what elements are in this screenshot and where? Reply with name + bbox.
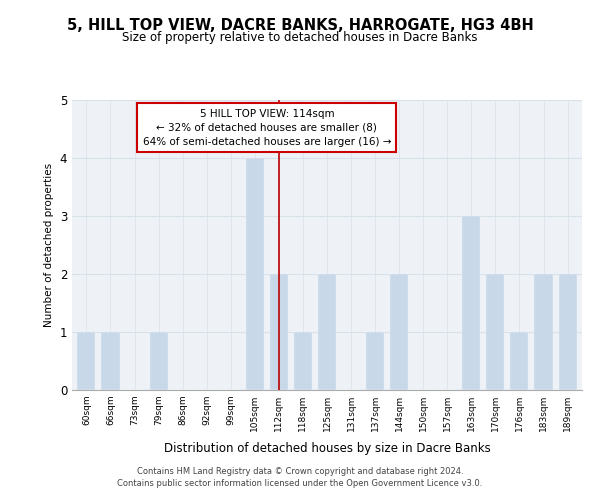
Bar bbox=[101, 332, 119, 390]
X-axis label: Distribution of detached houses by size in Dacre Banks: Distribution of detached houses by size … bbox=[164, 442, 490, 456]
Bar bbox=[535, 274, 553, 390]
Text: 5, HILL TOP VIEW, DACRE BANKS, HARROGATE, HG3 4BH: 5, HILL TOP VIEW, DACRE BANKS, HARROGATE… bbox=[67, 18, 533, 32]
Bar bbox=[511, 332, 529, 390]
Bar bbox=[487, 274, 505, 390]
Bar bbox=[390, 274, 408, 390]
Y-axis label: Number of detached properties: Number of detached properties bbox=[44, 163, 54, 327]
Text: 5 HILL TOP VIEW: 114sqm
← 32% of detached houses are smaller (8)
64% of semi-det: 5 HILL TOP VIEW: 114sqm ← 32% of detache… bbox=[143, 108, 391, 146]
Bar bbox=[318, 274, 336, 390]
Text: Size of property relative to detached houses in Dacre Banks: Size of property relative to detached ho… bbox=[122, 31, 478, 44]
Bar bbox=[366, 332, 384, 390]
Bar bbox=[77, 332, 95, 390]
Bar bbox=[559, 274, 577, 390]
Bar bbox=[246, 158, 264, 390]
Text: Contains HM Land Registry data © Crown copyright and database right 2024.
Contai: Contains HM Land Registry data © Crown c… bbox=[118, 466, 482, 487]
Bar bbox=[463, 216, 481, 390]
Bar bbox=[149, 332, 167, 390]
Bar bbox=[270, 274, 288, 390]
Bar bbox=[294, 332, 312, 390]
